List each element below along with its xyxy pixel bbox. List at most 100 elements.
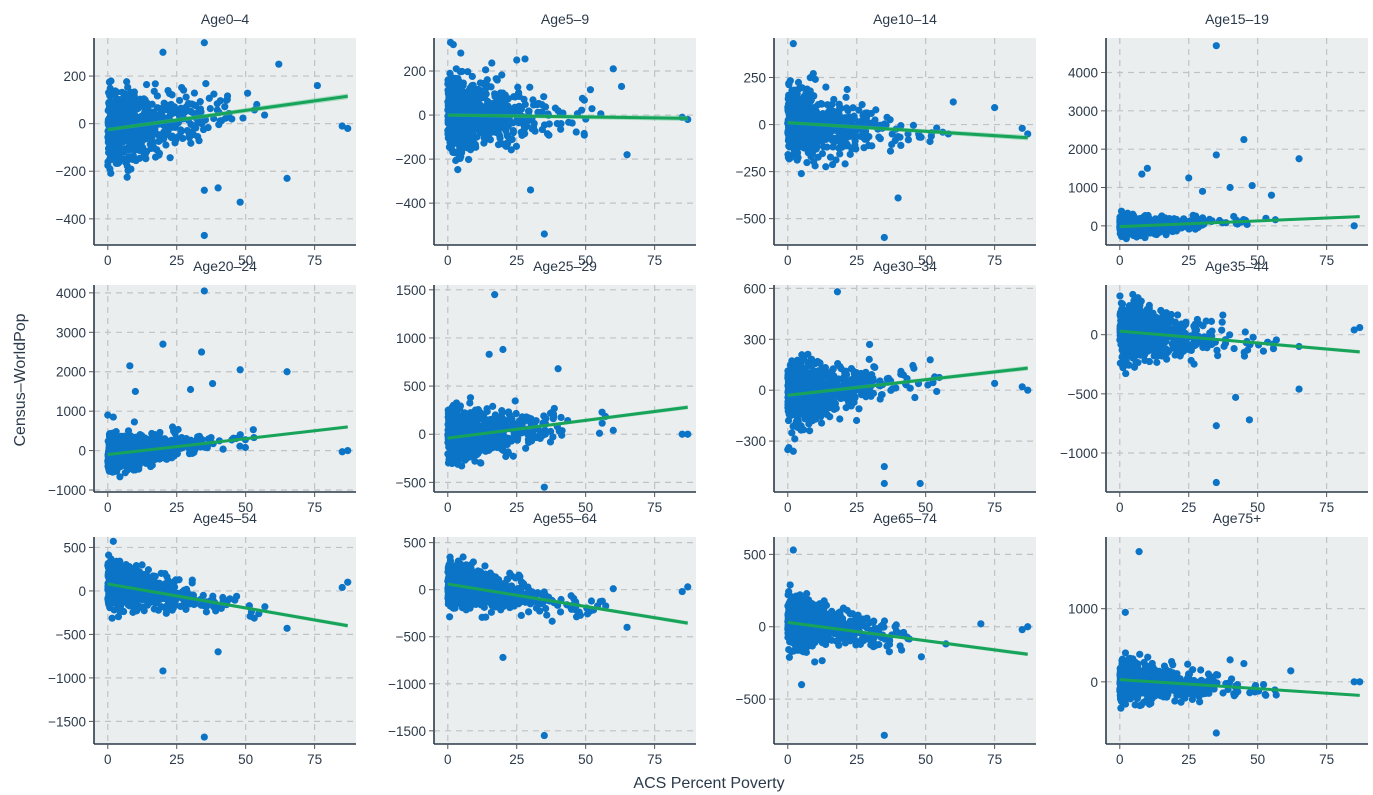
data-point (120, 148, 128, 156)
data-point (1133, 233, 1141, 241)
data-point (849, 104, 857, 112)
outlier-point (283, 368, 291, 376)
x-tick-label: 0 (104, 253, 112, 268)
data-point (115, 158, 123, 167)
outlier-point (1240, 135, 1248, 144)
data-point (509, 126, 517, 135)
outlier-point (595, 429, 604, 437)
data-point (568, 119, 576, 127)
x-tick-label: 75 (307, 253, 322, 268)
data-point (597, 110, 605, 118)
data-point (445, 443, 453, 451)
data-point (1189, 211, 1197, 219)
y-tick-label: −400 (396, 196, 426, 211)
outlier-point (1295, 155, 1303, 163)
data-point (888, 130, 896, 138)
data-point (524, 438, 533, 447)
data-point (1168, 227, 1177, 236)
data-point (187, 107, 195, 116)
data-point (121, 469, 129, 477)
y-tick-label: 0 (418, 108, 426, 123)
data-point (171, 139, 179, 147)
outlier-point (236, 366, 244, 374)
data-point (559, 109, 567, 117)
data-point (909, 121, 918, 129)
data-point (806, 95, 814, 104)
data-point (447, 73, 455, 81)
data-point (538, 125, 546, 134)
outlier-point (131, 387, 139, 396)
data-point (178, 434, 186, 442)
outlier-point (197, 348, 206, 356)
data-point (175, 96, 184, 105)
data-point (545, 120, 553, 128)
data-point (166, 89, 174, 98)
data-point (846, 150, 854, 158)
data-point (136, 130, 144, 138)
data-point (886, 147, 895, 155)
outlier-point (554, 365, 562, 373)
data-point (911, 393, 919, 402)
data-point (511, 431, 519, 439)
data-point (843, 85, 851, 94)
panel-background (434, 38, 696, 245)
data-point (107, 147, 115, 155)
data-point (503, 102, 511, 110)
data-point (445, 89, 453, 97)
data-point (189, 130, 198, 139)
data-point (148, 100, 156, 108)
data-point (162, 141, 170, 149)
data-point (864, 141, 873, 150)
x-axis-title: ACS Percent Poverty (633, 775, 784, 792)
data-point (461, 428, 469, 436)
data-point (221, 103, 229, 111)
data-point (856, 118, 864, 126)
outlier-point (1248, 181, 1256, 190)
data-point (239, 114, 247, 122)
y-tick-label: 4000 (1068, 66, 1098, 81)
data-point (794, 96, 802, 104)
outlier-point (283, 174, 291, 182)
outlier-point (1138, 170, 1146, 178)
data-point (481, 92, 489, 100)
data-point (507, 146, 515, 154)
data-point (135, 433, 143, 441)
data-point (236, 442, 244, 450)
data-point (496, 104, 504, 112)
data-point (454, 459, 462, 467)
outlier-point (1212, 42, 1220, 50)
data-point (491, 92, 499, 101)
data-point (447, 456, 456, 464)
data-point (150, 144, 159, 153)
data-point (548, 408, 556, 417)
regression-line (447, 113, 688, 120)
data-point (125, 437, 133, 445)
data-point (107, 77, 115, 85)
data-point (848, 145, 856, 153)
data-point (463, 107, 472, 115)
data-point (508, 415, 516, 423)
y-tick-label: 0 (78, 117, 86, 132)
data-point (1161, 214, 1169, 222)
data-point (466, 394, 475, 402)
data-point (468, 72, 476, 81)
data-point (260, 111, 269, 119)
scatter-points (1116, 42, 1360, 243)
data-point (116, 473, 124, 481)
x-tick-label: 25 (509, 253, 524, 268)
data-point (166, 154, 174, 162)
data-point (828, 110, 836, 118)
data-point (107, 443, 115, 451)
data-point (445, 416, 453, 424)
data-point (142, 80, 151, 89)
data-point (852, 416, 861, 425)
data-point (498, 71, 506, 79)
data-point (492, 75, 500, 83)
data-point (484, 82, 492, 90)
data-point (814, 100, 822, 109)
data-point (822, 163, 830, 171)
data-point (841, 160, 849, 168)
x-tick-label: 25 (509, 500, 524, 515)
data-point (586, 86, 595, 94)
